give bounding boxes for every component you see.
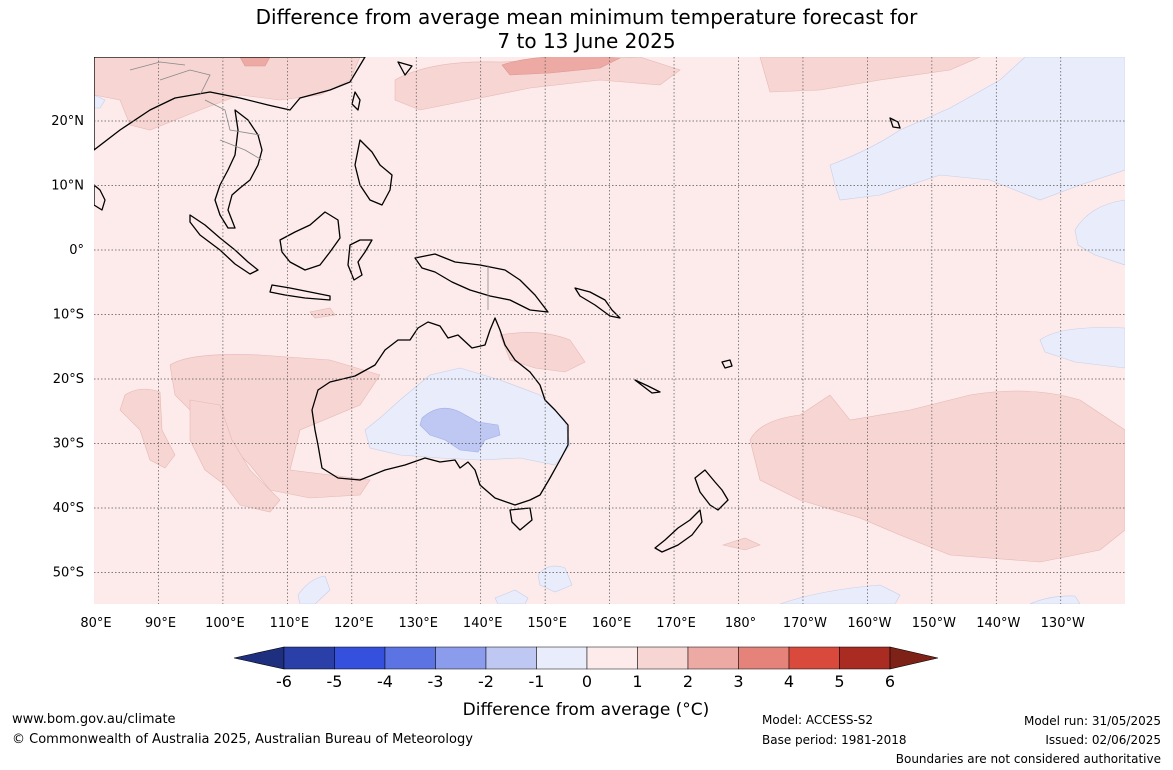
lon-label: 150°W: [912, 616, 956, 631]
colorbar-tick-label: 0: [582, 672, 592, 691]
lon-label: 160°E: [592, 616, 632, 631]
disclaimer: Boundaries are not considered authoritat…: [895, 752, 1161, 766]
colorbar-tick-label: 2: [683, 672, 693, 691]
colorbar-ticks: -6 -5 -4 -3 -2 -1 0 1 2 3 4 5 6: [276, 672, 895, 691]
colorbar-segment: [283, 646, 335, 670]
colorbar-tick-label: -2: [478, 672, 494, 691]
title-line-2: 7 to 13 June 2025: [497, 29, 676, 53]
title-line-1: Difference from average mean minimum tem…: [255, 5, 918, 29]
colorbar-segment: [485, 646, 537, 670]
colorbar-tick-label: 4: [784, 672, 794, 691]
colorbar-segment: [788, 646, 840, 670]
model-run: Model run: 31/05/2025: [1023, 714, 1161, 728]
website-url[interactable]: www.bom.gov.au/climate: [12, 712, 176, 727]
colorbar-tick-label: 5: [834, 672, 844, 691]
colorbar-segment: [637, 646, 689, 670]
country-borders: [129, 61, 489, 310]
longitude-labels: 80°E 90°E 100°E 110°E 120°E 130°E 140°E 150°E 16…: [80, 616, 1085, 631]
colorbar-label: Difference from average (°C): [463, 700, 710, 720]
colorbar-tick-label: -1: [529, 672, 545, 691]
colorbar-tick-label: 3: [733, 672, 743, 691]
colorbar-segment: [738, 646, 790, 670]
colorbar-segment: [435, 646, 487, 670]
lat-label: 20°N: [51, 114, 84, 129]
base-period: Base period: 1981-2018: [762, 733, 907, 747]
lon-label: 170°E: [656, 616, 696, 631]
colorbar-over-arrow: [889, 646, 939, 670]
lat-label: 50°S: [53, 566, 84, 581]
strong-warm-regions: [239, 57, 622, 76]
colorbar-segment: [334, 646, 386, 670]
lon-label: 80°E: [80, 616, 111, 631]
lon-label: 160°W: [847, 616, 891, 631]
colorbar: [233, 646, 939, 670]
colorbar-tick-label: 1: [632, 672, 642, 691]
lon-label: 120°E: [334, 616, 374, 631]
lon-label: 150°E: [527, 616, 567, 631]
lon-label: 100°E: [205, 616, 245, 631]
lon-label: 90°E: [145, 616, 176, 631]
lat-label: 20°S: [53, 372, 84, 387]
colorbar-segment: [536, 646, 588, 670]
copyright: © Commonwealth of Australia 2025, Austra…: [12, 732, 473, 747]
colorbar-tick-label: -4: [377, 672, 393, 691]
colorbar-segment: [384, 646, 436, 670]
model-name: Model: ACCESS-S2: [762, 713, 874, 727]
lat-label: 40°S: [53, 501, 84, 516]
lon-label: 140°E: [463, 616, 503, 631]
colorbar-tick-label: -3: [428, 672, 444, 691]
lon-label: 130°W: [1041, 616, 1085, 631]
warm-anomaly-regions: [94, 57, 1125, 563]
issued-date: Issued: 02/06/2025: [1045, 733, 1161, 747]
colorbar-tick-label: 6: [885, 672, 895, 691]
lat-label: 30°S: [53, 437, 84, 452]
lat-label: 0°: [69, 243, 84, 258]
lat-label: 10°S: [53, 308, 84, 323]
colorbar-segment: [687, 646, 739, 670]
colorbar-segment: [586, 646, 638, 670]
strong-cool-region: [419, 407, 501, 453]
lon-label: 180°: [725, 616, 756, 631]
colorbar-segment: [839, 646, 891, 670]
colorbar-tick-label: -5: [327, 672, 343, 691]
lon-label: 110°E: [270, 616, 310, 631]
graticule: [94, 57, 1125, 604]
lon-label: 140°W: [976, 616, 1020, 631]
cool-anomaly-regions: [94, 57, 1125, 604]
colorbar-under-arrow: [233, 646, 285, 670]
lat-label: 10°N: [51, 179, 84, 194]
latitude-labels: 20°N 10°N 0° 10°S 20°S 30°S 40°S 50°S: [51, 114, 84, 581]
lon-label: 130°E: [398, 616, 438, 631]
lon-label: 170°W: [783, 616, 827, 631]
colorbar-tick-label: -6: [276, 672, 292, 691]
